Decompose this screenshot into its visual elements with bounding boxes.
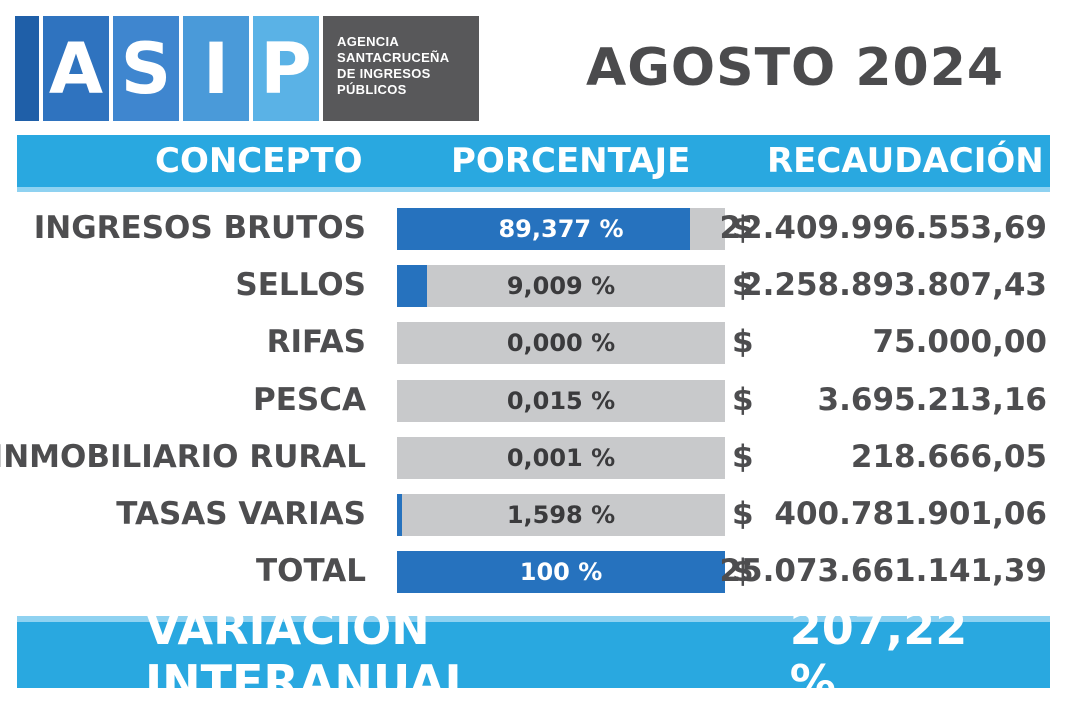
bar-percent-label: 0,001 % bbox=[506, 444, 616, 472]
currency-symbol: $ bbox=[732, 553, 754, 589]
logo-text-line: AGENCIA bbox=[337, 34, 400, 49]
logo-letter: S bbox=[113, 16, 179, 121]
logo-text-line: SANTACRUCEÑA bbox=[337, 50, 450, 65]
table-header: CONCEPTO PORCENTAJE RECAUDACIÓN bbox=[17, 135, 1050, 192]
row-label: INMOBILIARIO RURAL bbox=[0, 439, 366, 475]
variation-label: VARIACIÓN INTERANUAL bbox=[145, 601, 474, 709]
bar-track: 0,000 % bbox=[397, 322, 725, 364]
row-label: INGRESOS BRUTOS bbox=[33, 210, 366, 246]
bar-percent-label: 1,598 % bbox=[506, 501, 616, 529]
bar-track: 89,377 % bbox=[397, 208, 725, 250]
header-porcentaje: PORCENTAJE bbox=[451, 141, 691, 181]
bar-percent-label: 9,009 % bbox=[506, 272, 616, 300]
bar-track: 9,009 % bbox=[397, 265, 725, 307]
bar bbox=[397, 208, 691, 250]
logo-text-line: PÚBLICOS bbox=[337, 82, 407, 97]
amount-value: 218.666,05 bbox=[850, 439, 1047, 475]
logo-text: AGENCIA SANTACRUCEÑA DE INGRESOS PÚBLICO… bbox=[323, 16, 479, 121]
currency-symbol: $ bbox=[732, 496, 754, 532]
bar-percent-label: 0,000 % bbox=[506, 329, 616, 357]
currency-symbol: $ bbox=[732, 267, 754, 303]
currency-symbol: $ bbox=[732, 382, 754, 418]
asip-logo: A S I P AGENCIA SANTACRUCEÑA DE INGRESOS… bbox=[15, 16, 479, 121]
bar-track: 100 % bbox=[397, 551, 725, 593]
currency-symbol: $ bbox=[732, 324, 754, 360]
row-label: SELLOS bbox=[235, 267, 366, 303]
bar bbox=[397, 265, 427, 307]
currency-symbol: $ bbox=[732, 439, 754, 475]
amount-value: 400.781.901,06 bbox=[774, 496, 1047, 532]
bar-percent-label: 89,377 % bbox=[498, 215, 624, 243]
page-title: AGOSTO 2024 bbox=[586, 38, 1005, 98]
logo-strip bbox=[15, 16, 39, 121]
bar bbox=[397, 494, 403, 536]
row-label: TASAS VARIAS bbox=[116, 496, 366, 532]
bar-track: 1,598 % bbox=[397, 494, 725, 536]
bar-track: 0,001 % bbox=[397, 437, 725, 479]
logo-letter: A bbox=[43, 16, 109, 121]
header-concepto: CONCEPTO bbox=[155, 141, 363, 181]
row-label: TOTAL bbox=[256, 553, 366, 589]
amount-value: 22.409.996.553,69 bbox=[719, 210, 1047, 246]
logo-text-line: DE INGRESOS bbox=[337, 66, 431, 81]
amount-value: 3.695.213,16 bbox=[817, 382, 1047, 418]
amount-value: 75.000,00 bbox=[872, 324, 1047, 360]
bar-percent-label: 0,015 % bbox=[506, 387, 616, 415]
logo-letter: I bbox=[183, 16, 249, 121]
amount-value: 2.258.893.807,43 bbox=[741, 267, 1047, 303]
row-label: PESCA bbox=[253, 382, 366, 418]
bar bbox=[397, 551, 725, 593]
amount-value: 25.073.661.141,39 bbox=[719, 553, 1047, 589]
header-recaudacion: RECAUDACIÓN bbox=[767, 141, 1044, 181]
logo-letter: P bbox=[253, 16, 319, 121]
bar-track: 0,015 % bbox=[397, 380, 725, 422]
bar-percent-label: 100 % bbox=[519, 558, 603, 586]
variation-value: 207,22 % bbox=[789, 601, 968, 709]
footer-variation: VARIACIÓN INTERANUAL 207,22 % bbox=[17, 601, 1050, 709]
row-label: RIFAS bbox=[266, 324, 366, 360]
currency-symbol: $ bbox=[732, 210, 754, 246]
